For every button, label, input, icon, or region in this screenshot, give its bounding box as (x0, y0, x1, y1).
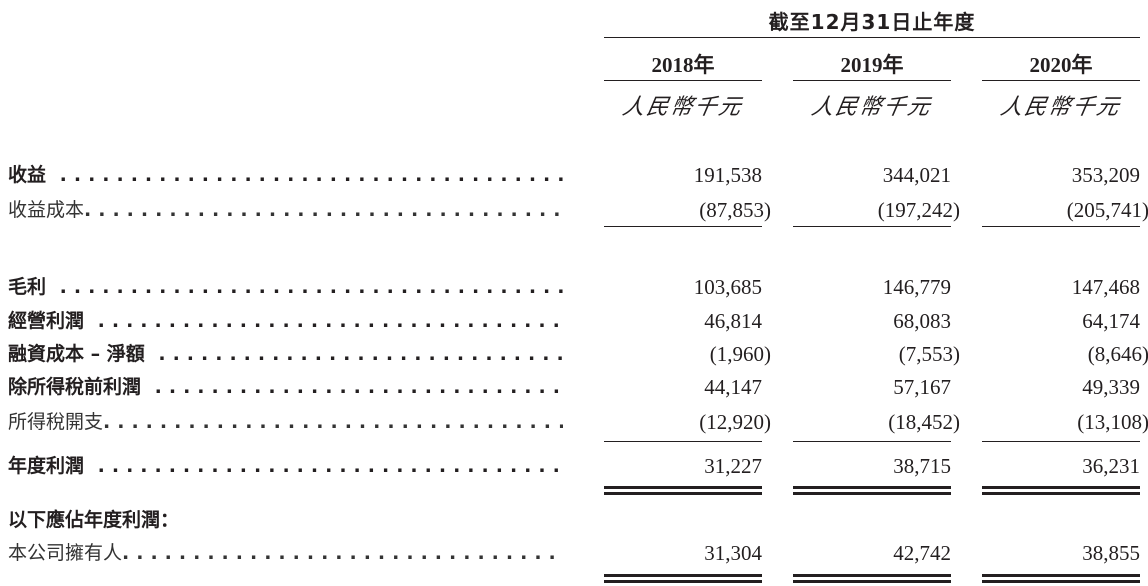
value-cell: 191,538 (693, 163, 762, 187)
table-row: 以下應佔年度利潤： (0, 505, 1148, 535)
value-cell: 147,468 (1071, 275, 1140, 299)
row-label-text: 以下應佔年度利潤： (8, 509, 180, 531)
row-label-text: 年度利潤 (8, 455, 85, 477)
row-label-text: 融資成本 – 淨額 (8, 343, 145, 365)
row-label: 經營利潤 ...................................… (8, 306, 563, 336)
column-unit: 人民幣千元 (620, 95, 745, 120)
row-label-text: 收益成本 (8, 199, 85, 221)
subtotal-rule (982, 226, 1140, 227)
row-label: 除所得稅前利潤 ................................… (8, 372, 563, 402)
value-cell: 38,855 (1082, 541, 1140, 565)
subtotal-rule (982, 441, 1140, 442)
row-label-text: 所得稅開支 (8, 411, 104, 433)
table-row: 收益 .....................................… (0, 160, 1148, 190)
table-row: 融資成本 – 淨額 ..............................… (0, 339, 1148, 369)
column-year-2018: 2018年 (651, 53, 715, 77)
row-label: 本公司擁有人..................................… (8, 538, 563, 568)
row-label-text: 除所得稅前利潤 (8, 376, 142, 398)
table-row: 收益成本....................................… (0, 195, 1148, 225)
dot-leader: ........................................… (154, 376, 563, 398)
subtotal-rule (793, 441, 951, 442)
value-cell: 103,685 (693, 275, 762, 299)
total-double-rule (982, 574, 1140, 583)
column-year-2020: 2020年 (1029, 53, 1093, 77)
row-label: 融資成本 – 淨額 ..............................… (8, 339, 563, 369)
total-double-rule (982, 486, 1140, 495)
value-cell: 49,339 (1082, 375, 1140, 399)
total-double-rule (793, 486, 951, 495)
table-row: 毛利 .....................................… (0, 272, 1148, 302)
value-cell: 68,083 (893, 309, 951, 333)
dot-leader: ........................................… (59, 164, 563, 186)
value-cell: (87,853) (699, 198, 771, 222)
value-cell: 46,814 (704, 309, 762, 333)
row-label: 毛利 .....................................… (8, 272, 563, 302)
year-rule (982, 80, 1140, 81)
year-rule (793, 80, 951, 81)
column-unit: 人民幣千元 (998, 95, 1123, 120)
dot-leader: ........................................… (122, 542, 563, 564)
value-cell: 38,715 (893, 454, 951, 478)
value-cell: 64,174 (1082, 309, 1140, 333)
value-cell: (197,242) (877, 198, 960, 222)
dot-leader: ........................................… (158, 343, 563, 365)
year-rule (604, 80, 762, 81)
value-cell: (8,646) (1087, 342, 1148, 366)
row-label: 所得稅開支...................................… (8, 407, 563, 437)
row-label-text: 本公司擁有人 (8, 542, 123, 564)
table-row: 經營利潤 ...................................… (0, 306, 1148, 336)
value-cell: 146,779 (882, 275, 951, 299)
total-double-rule (793, 574, 951, 583)
table-row: 本公司擁有人..................................… (0, 538, 1148, 568)
value-cell: (18,452) (888, 410, 960, 434)
value-cell: 44,147 (704, 375, 762, 399)
dot-leader: ........................................… (97, 455, 563, 477)
total-double-rule (604, 574, 762, 583)
dot-leader: ........................................… (59, 276, 563, 298)
row-label-text: 毛利 (8, 276, 47, 298)
dot-leader: ........................................… (97, 310, 563, 332)
dot-leader: ........................................… (103, 411, 563, 433)
dot-leader: ........................................… (84, 199, 563, 221)
row-label-text: 收益 (8, 164, 47, 186)
row-label-text: 經營利潤 (8, 310, 85, 332)
value-cell: (205,741) (1066, 198, 1148, 222)
value-cell: 42,742 (893, 541, 951, 565)
value-cell: 36,231 (1082, 454, 1140, 478)
value-cell: 353,209 (1071, 163, 1140, 187)
table-row: 除所得稅前利潤 ................................… (0, 372, 1148, 402)
subtotal-rule (604, 441, 762, 442)
value-cell: (12,920) (699, 410, 771, 434)
subtotal-rule (604, 226, 762, 227)
value-cell: (1,960) (709, 342, 771, 366)
value-cell: 31,227 (704, 454, 762, 478)
subtotal-rule (793, 226, 951, 227)
value-cell: (7,553) (898, 342, 960, 366)
table-row: 年度利潤 ...................................… (0, 451, 1148, 481)
row-label: 收益 .....................................… (8, 160, 563, 190)
value-cell: 57,167 (893, 375, 951, 399)
header-rule (604, 37, 1140, 38)
column-unit: 人民幣千元 (809, 95, 934, 120)
column-year-2019: 2019年 (840, 53, 904, 77)
period-title: 截至12月31日止年度 (768, 10, 976, 34)
row-label: 以下應佔年度利潤： (8, 505, 563, 535)
value-cell: 31,304 (704, 541, 762, 565)
total-double-rule (604, 486, 762, 495)
row-label: 收益成本....................................… (8, 195, 563, 225)
row-label: 年度利潤 ...................................… (8, 451, 563, 481)
value-cell: (13,108) (1077, 410, 1148, 434)
table-row: 所得稅開支...................................… (0, 407, 1148, 437)
value-cell: 344,021 (882, 163, 951, 187)
